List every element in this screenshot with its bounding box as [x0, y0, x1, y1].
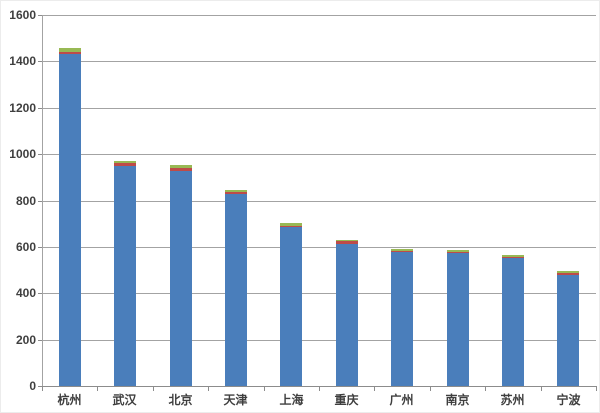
bar-segment-green-重庆 — [336, 239, 358, 242]
y-axis-label: 600 — [15, 240, 36, 254]
x-axis-label: 南京 — [445, 393, 470, 407]
x-axis-label: 武汉 — [112, 393, 137, 407]
bar-segment-red-北京 — [170, 167, 192, 171]
bar-segment-red-宁波 — [557, 272, 579, 275]
bar-segment-red-武汉 — [114, 162, 136, 166]
bar-segment-blue-天津 — [225, 193, 247, 386]
x-axis-tick — [541, 387, 542, 391]
x-axis-tick — [596, 387, 597, 391]
y-axis-line — [42, 15, 43, 386]
x-axis-label: 苏州 — [500, 393, 525, 407]
bar-segment-green-宁波 — [557, 270, 579, 273]
bar-segment-red-杭州 — [59, 51, 81, 55]
x-axis-label: 天津 — [223, 393, 248, 407]
y-axis-tick — [38, 154, 42, 155]
y-axis-label: 1000 — [9, 147, 36, 161]
bar-segment-blue-广州 — [391, 252, 413, 386]
y-axis-label: 200 — [15, 333, 36, 347]
x-axis-tick — [374, 387, 375, 391]
y-axis-tick — [38, 386, 42, 387]
x-axis-tick — [153, 387, 154, 391]
y-axis-label: 800 — [15, 194, 36, 208]
bar-segment-blue-武汉 — [114, 165, 136, 386]
y-axis-tick — [38, 247, 42, 248]
x-axis-label: 宁波 — [556, 393, 581, 407]
bar-segment-green-杭州 — [59, 48, 81, 52]
x-axis-tick — [430, 387, 431, 391]
bar-segment-red-天津 — [225, 191, 247, 194]
x-axis-tick — [42, 387, 43, 391]
x-axis-label: 杭州 — [57, 393, 82, 407]
bar-segment-blue-南京 — [447, 253, 469, 386]
x-axis-tick — [485, 387, 486, 391]
gridline — [42, 340, 596, 341]
bar-segment-blue-重庆 — [336, 244, 358, 386]
y-axis-label: 0 — [29, 379, 36, 393]
gridline — [42, 61, 596, 62]
bar-segment-green-苏州 — [502, 255, 524, 257]
y-axis-tick — [38, 201, 42, 202]
y-axis-tick — [38, 293, 42, 294]
bar-segment-red-广州 — [391, 251, 413, 253]
x-axis-tick — [208, 387, 209, 391]
bar-segment-green-广州 — [391, 249, 413, 252]
gridline — [42, 15, 596, 16]
y-axis-tick — [38, 61, 42, 62]
gridline — [42, 154, 596, 155]
x-axis-tick — [97, 387, 98, 391]
bar-segment-red-南京 — [447, 251, 469, 254]
bar-segment-blue-上海 — [280, 226, 302, 386]
y-axis-label: 1600 — [9, 8, 36, 22]
y-axis-tick — [38, 340, 42, 341]
y-axis-label: 1400 — [9, 54, 36, 68]
y-axis-label: 400 — [15, 286, 36, 300]
bar-segment-green-武汉 — [114, 160, 136, 163]
y-axis-tick — [38, 15, 42, 16]
x-axis-label: 重庆 — [334, 393, 359, 407]
x-axis-tick — [319, 387, 320, 391]
x-axis-label: 广州 — [389, 393, 414, 407]
x-axis-label: 北京 — [168, 393, 193, 407]
y-axis-tick — [38, 108, 42, 109]
bar-segment-red-上海 — [280, 225, 302, 227]
bar-segment-green-天津 — [225, 189, 247, 192]
gridline — [42, 247, 596, 248]
y-axis-label: 1200 — [9, 101, 36, 115]
bar-segment-blue-杭州 — [59, 54, 81, 386]
x-axis-line — [42, 386, 597, 387]
bar-segment-blue-宁波 — [557, 274, 579, 386]
x-axis-label: 上海 — [279, 393, 304, 407]
bar-segment-green-南京 — [447, 249, 469, 252]
bar-segment-green-上海 — [280, 223, 302, 226]
bar-segment-green-北京 — [170, 164, 192, 168]
bar-segment-blue-北京 — [170, 170, 192, 386]
bar-segment-red-重庆 — [336, 241, 358, 245]
gridline — [42, 293, 596, 294]
x-axis-tick — [264, 387, 265, 391]
gridline — [42, 201, 596, 202]
gridline — [42, 108, 596, 109]
bar-segment-red-苏州 — [502, 256, 524, 259]
bar-segment-blue-苏州 — [502, 258, 524, 386]
